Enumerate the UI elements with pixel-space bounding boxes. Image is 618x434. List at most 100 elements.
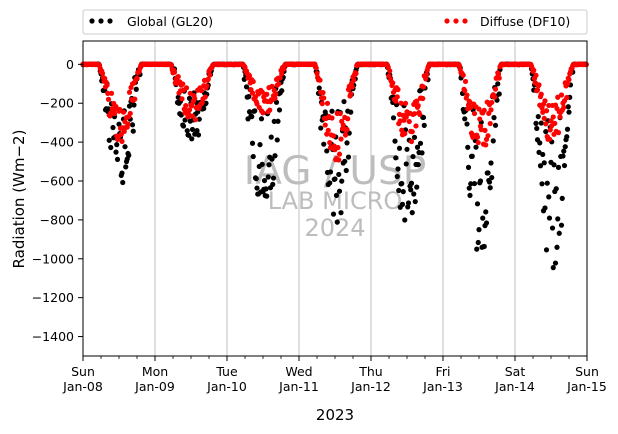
diffuse-point (319, 101, 325, 107)
global-point (344, 140, 350, 146)
diffuse-point (417, 111, 423, 118)
diffuse-point (330, 133, 337, 139)
x-tick-weekday: Sun (575, 364, 599, 379)
diffuse-point (246, 73, 253, 79)
global-point (114, 142, 120, 148)
global-point (257, 142, 263, 148)
global-point (184, 128, 190, 134)
diffuse-point (485, 133, 491, 139)
diffuse-point (415, 102, 421, 109)
y-axis-label: Radiation (Wm−2) (10, 130, 28, 269)
global-point (343, 167, 349, 174)
global-point (252, 108, 258, 114)
global-point (253, 176, 259, 182)
global-point (480, 215, 486, 221)
diffuse-point (336, 157, 342, 163)
diffuse-point (471, 110, 478, 117)
diffuse-point (324, 100, 331, 106)
diffuse-point (411, 111, 418, 117)
global-point (471, 180, 478, 187)
global-point (405, 200, 412, 206)
global-point (394, 173, 400, 180)
x-tick-weekday: Thu (358, 364, 382, 379)
diffuse-point (394, 94, 400, 100)
diffuse-point (583, 61, 589, 67)
global-point (551, 162, 557, 168)
x-tick-date: Jan-14 (494, 379, 535, 394)
diffuse-point (487, 120, 493, 127)
watermark-line2: LAB MICRO (268, 187, 403, 215)
global-point (473, 144, 479, 150)
diffuse-point (337, 110, 343, 117)
diffuse-point (406, 118, 412, 125)
y-tick-label: −1200 (32, 290, 74, 305)
global-point (496, 91, 502, 97)
global-point (537, 163, 544, 169)
global-point (474, 201, 481, 207)
diffuse-point (264, 91, 270, 97)
global-point (561, 162, 568, 169)
global-point (495, 81, 501, 87)
diffuse-point (420, 84, 427, 90)
x-tick-date: Jan-15 (566, 379, 607, 394)
global-point (465, 144, 471, 150)
global-point (475, 239, 481, 246)
global-point (246, 94, 252, 100)
diffuse-point (464, 92, 470, 98)
global-point (113, 149, 119, 155)
diffuse-point (409, 129, 415, 135)
global-point (404, 146, 410, 152)
diffuse-point (402, 100, 409, 106)
diffuse-point (398, 100, 404, 106)
diffuse-point (557, 114, 563, 120)
diffuse-point (192, 117, 199, 123)
global-point (270, 181, 276, 187)
global-point (114, 156, 121, 162)
diffuse-point (543, 121, 549, 127)
diffuse-point (183, 85, 190, 91)
global-point (122, 144, 128, 150)
diffuse-point (281, 66, 287, 72)
diffuse-point (393, 98, 399, 104)
global-point (333, 192, 340, 198)
global-point (566, 109, 572, 115)
global-point (269, 156, 275, 162)
global-point (316, 85, 322, 91)
global-point (393, 155, 399, 161)
global-point (390, 115, 397, 121)
global-point (546, 215, 553, 221)
diffuse-point (119, 138, 125, 144)
global-point (538, 120, 544, 126)
global-point (254, 185, 260, 191)
diffuse-point (171, 69, 178, 75)
global-point (180, 123, 187, 129)
diffuse-point (495, 71, 502, 77)
global-point (186, 95, 193, 101)
diffuse-point (120, 109, 127, 115)
diffuse-point (475, 139, 481, 146)
x-tick-date: Jan-13 (422, 379, 463, 394)
watermark-line3: 2024 (304, 214, 365, 242)
diffuse-point (482, 127, 488, 133)
diffuse-point (348, 91, 354, 97)
global-point (342, 158, 348, 164)
global-point (535, 113, 541, 120)
global-point (481, 243, 487, 250)
global-point (477, 178, 484, 184)
diffuse-point (550, 114, 556, 120)
global-point (266, 162, 272, 168)
global-point (119, 170, 125, 176)
global-point (492, 122, 499, 128)
y-tick-label: −400 (40, 135, 74, 150)
diffuse-point (187, 90, 193, 96)
diffuse-point (488, 107, 494, 113)
diffuse-point (460, 72, 466, 78)
global-point (564, 134, 570, 140)
global-point (476, 227, 482, 233)
global-point (408, 187, 414, 193)
diffuse-point (113, 103, 119, 110)
global-point (559, 195, 565, 201)
x-tick-weekday: Wed (285, 364, 312, 379)
diffuse-point (327, 139, 333, 146)
global-point (348, 109, 354, 115)
